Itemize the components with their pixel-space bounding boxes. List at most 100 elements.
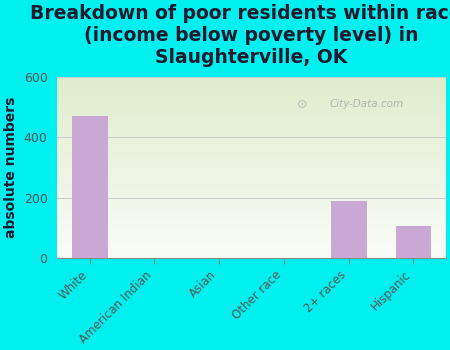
Bar [57,173,446,175]
Bar [57,117,446,119]
Bar [57,184,446,186]
Bar [57,215,446,216]
Bar [57,90,446,92]
Bar [57,225,446,227]
Bar [57,108,446,110]
Bar [57,104,446,106]
Bar [57,218,446,220]
Bar [57,249,446,251]
Bar [57,113,446,115]
Bar [57,180,446,182]
Bar [57,242,446,244]
Bar [57,142,446,144]
Bar [57,164,446,166]
Bar [57,135,446,137]
Bar [57,256,446,258]
Bar [57,211,446,213]
Bar [57,130,446,131]
Bar [57,247,446,249]
Bar [57,213,446,215]
Bar [57,207,446,209]
Bar [57,93,446,95]
Text: ⊙: ⊙ [297,98,307,111]
Bar [57,103,446,104]
Bar [57,80,446,83]
Bar [57,240,446,242]
Bar [57,144,446,146]
Bar [57,224,446,225]
Text: City-Data.com: City-Data.com [329,99,403,109]
Bar [396,226,431,258]
Bar [57,231,446,233]
Bar [57,166,446,168]
Bar [57,84,446,86]
Bar [57,100,446,103]
Bar [57,126,446,128]
Bar [57,253,446,254]
Bar [57,186,446,187]
Bar [57,159,446,160]
Bar [57,77,446,79]
Bar [57,202,446,204]
Bar [57,222,446,224]
Bar [57,160,446,162]
Bar [57,220,446,222]
Bar [57,195,446,196]
Bar [57,157,446,159]
Bar [57,175,446,176]
Bar [57,146,446,148]
Bar [72,116,108,258]
Bar [57,139,446,140]
Bar [57,79,446,80]
Y-axis label: absolute numbers: absolute numbers [4,97,18,238]
Bar [57,140,446,142]
Bar [57,171,446,173]
Bar [57,124,446,126]
Bar [57,110,446,111]
Bar [57,99,446,100]
Bar [57,128,446,130]
Bar [57,245,446,247]
Bar [57,229,446,231]
Bar [57,251,446,253]
Bar [57,191,446,193]
Bar [57,204,446,205]
Bar [57,86,446,88]
Bar [57,115,446,117]
Bar [57,234,446,236]
Bar [57,198,446,200]
Bar [57,205,446,207]
Bar [57,178,446,180]
Bar [57,162,446,164]
Bar [57,187,446,189]
Bar [57,200,446,202]
Bar [57,254,446,256]
Bar [57,236,446,238]
Bar [57,111,446,113]
Bar [57,88,446,90]
Bar [57,168,446,169]
Bar [57,151,446,153]
Bar [57,182,446,184]
Bar [57,196,446,198]
Bar [57,227,446,229]
Bar [57,97,446,99]
Bar [57,122,446,124]
Bar [331,201,366,258]
Bar [57,216,446,218]
Bar [57,131,446,133]
Bar [57,149,446,151]
Title: Breakdown of poor residents within races
(income below poverty level) in
Slaught: Breakdown of poor residents within races… [30,4,450,67]
Bar [57,137,446,139]
Bar [57,92,446,93]
Bar [57,233,446,234]
Bar [57,155,446,157]
Bar [57,176,446,178]
Bar [57,95,446,97]
Bar [57,120,446,122]
Bar [57,106,446,108]
Bar [57,193,446,195]
Bar [57,209,446,211]
Bar [57,133,446,135]
Bar [57,169,446,171]
